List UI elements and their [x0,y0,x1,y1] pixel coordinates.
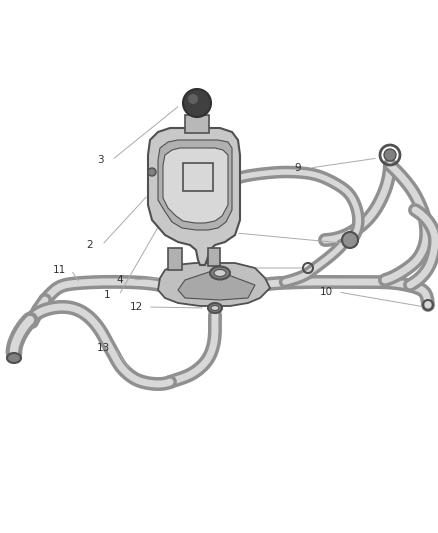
Text: 4: 4 [117,275,124,285]
Circle shape [188,94,198,104]
Circle shape [148,168,156,176]
Text: 5: 5 [190,263,196,273]
Ellipse shape [214,270,226,277]
Text: 7: 7 [197,263,203,273]
Bar [183,163,213,191]
Circle shape [183,89,211,117]
Ellipse shape [208,303,222,313]
Text: 6: 6 [189,283,195,293]
Text: 8: 8 [221,228,227,238]
Text: 9: 9 [295,163,301,173]
Text: 12: 12 [129,302,143,312]
Ellipse shape [211,305,219,311]
Circle shape [342,232,358,248]
Text: 3: 3 [97,155,103,165]
Polygon shape [148,128,240,265]
Bar [185,115,209,133]
Ellipse shape [7,353,21,363]
Text: 10: 10 [319,287,332,297]
Polygon shape [158,263,270,306]
Circle shape [384,149,396,161]
Text: 11: 11 [53,265,66,275]
Polygon shape [178,270,255,300]
Text: 1: 1 [104,290,110,300]
Polygon shape [163,148,228,223]
Text: 2: 2 [87,240,93,250]
Bar [168,248,182,270]
Bar [208,248,220,266]
Ellipse shape [210,266,230,279]
Text: 13: 13 [96,343,110,353]
Polygon shape [158,140,232,230]
